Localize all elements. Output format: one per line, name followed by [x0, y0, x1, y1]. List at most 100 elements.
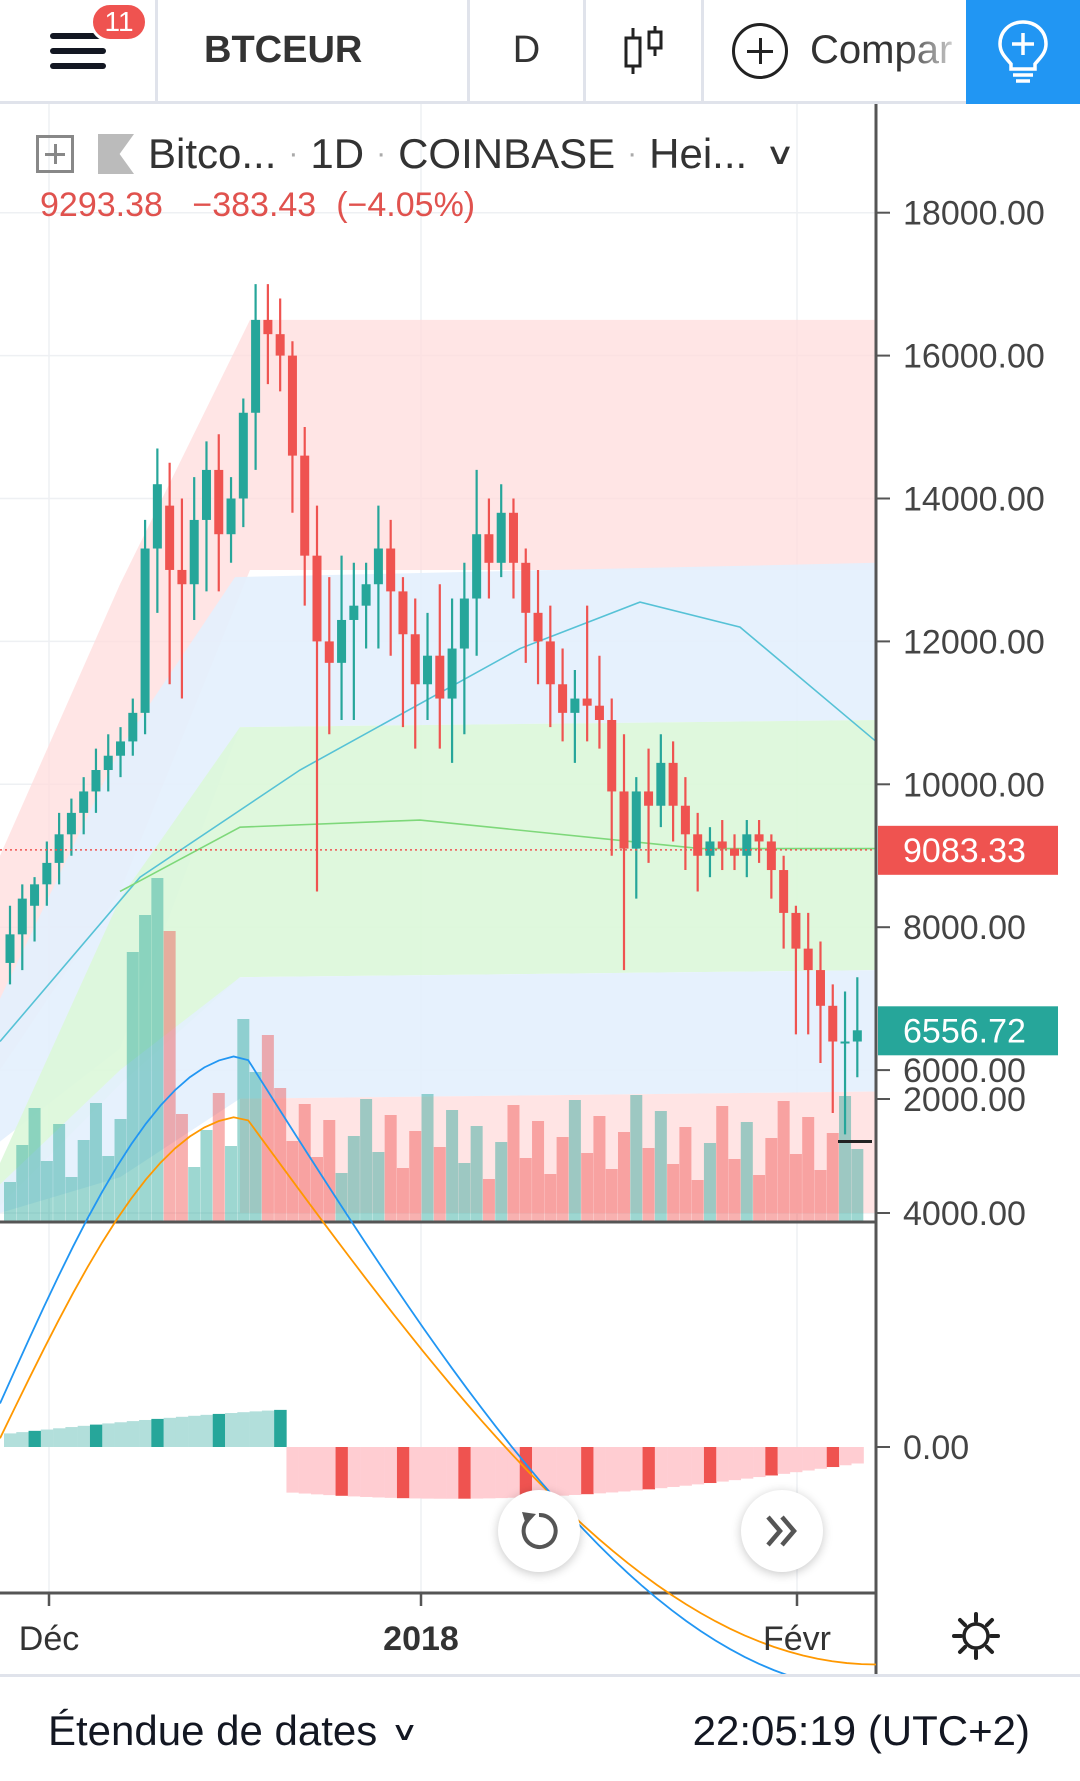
macd-histogram-bar: [77, 1425, 91, 1447]
candle-body: [779, 870, 789, 913]
price-tick-label: 8000.00: [903, 909, 1026, 947]
volume-bar: [237, 1019, 250, 1222]
macd-histogram-bar: [4, 1433, 17, 1447]
date-range-label: Étendue de dates: [48, 1707, 378, 1754]
candle-body: [472, 534, 482, 599]
candle-body: [717, 841, 727, 849]
volume-bar: [777, 1101, 790, 1222]
macd-histogram-bar: [225, 1413, 238, 1447]
candle-body: [693, 834, 703, 856]
macd-histogram-bar: [249, 1411, 263, 1447]
series-legend[interactable]: Bitco... · 1D · COINBASE · Hei... ∨: [36, 130, 796, 178]
candle-body: [803, 948, 813, 971]
chevron-down-icon: ∨: [390, 1715, 420, 1746]
last-price-tag-label: 9083.33: [903, 832, 1026, 870]
settings-button[interactable]: [950, 1610, 1002, 1662]
volume-bar: [89, 1103, 102, 1222]
scroll-to-latest-button[interactable]: [741, 1490, 823, 1572]
time-tick-label: Févr: [763, 1620, 831, 1658]
candle-body: [312, 555, 322, 642]
candle-body: [631, 791, 641, 849]
macd-histogram-bar: [16, 1432, 29, 1447]
macd-tick-label: 2000.00: [903, 1081, 1026, 1119]
candle-body: [324, 641, 334, 663]
candle-body: [545, 641, 555, 685]
volume-bar: [347, 1136, 360, 1222]
candle-body: [521, 562, 531, 613]
candle-body: [361, 584, 371, 606]
compare-button[interactable]: Compar: [704, 0, 970, 101]
clock[interactable]: 22:05:19 (UTC+2): [692, 1707, 1030, 1754]
symbol-button[interactable]: BTCEUR: [158, 0, 470, 101]
current-price-tag-label: 6556.72: [903, 1012, 1026, 1050]
candle-body: [337, 619, 347, 663]
volume-bar: [409, 1131, 422, 1222]
volume-bar: [519, 1158, 532, 1222]
price-tick-label: 12000.00: [903, 623, 1045, 661]
macd-histogram-bar: [286, 1447, 299, 1493]
volume-bar: [703, 1143, 716, 1222]
macd-histogram-bar: [200, 1414, 213, 1447]
volume-bar: [225, 1146, 238, 1222]
macd-histogram-bar: [188, 1415, 201, 1447]
macd-histogram-bar: [28, 1430, 42, 1447]
price-chart[interactable]: 18000.00 16000.00 14000.00 12000.00 10000.00…: [0, 104, 1080, 1674]
volume-bar: [77, 1140, 90, 1222]
volume-bar: [568, 1100, 581, 1222]
volume-bar: [163, 931, 176, 1222]
candle-body: [680, 805, 690, 835]
candle-body: [251, 319, 261, 413]
price-change: −383.43: [192, 186, 317, 224]
candle-body: [410, 634, 420, 685]
chart-style-button[interactable]: [586, 0, 704, 101]
macd-histogram-bar: [114, 1422, 128, 1447]
candle-body: [791, 912, 801, 949]
reset-chart-button[interactable]: [498, 1490, 580, 1572]
macd-histogram-bar: [261, 1410, 275, 1447]
macd-histogram-bar: [470, 1447, 484, 1499]
macd-histogram-bar: [814, 1447, 827, 1469]
macd-histogram-bar: [826, 1447, 840, 1468]
volume-bar: [802, 1117, 815, 1222]
menu-icon: [49, 24, 106, 78]
volume-bar: [4, 1182, 16, 1222]
candle-body: [815, 970, 825, 1006]
lower-red-band: [240, 1091, 876, 1213]
legend-style: Hei...: [649, 130, 748, 177]
macd-histogram-bar: [605, 1447, 619, 1493]
interval-button[interactable]: D: [470, 0, 586, 101]
current-price-tag-box: [878, 1006, 1058, 1056]
macd-histogram-bar: [446, 1447, 459, 1499]
volume-bar: [618, 1132, 630, 1222]
volume-bar: [556, 1137, 569, 1222]
candle-body: [508, 512, 518, 563]
price-tick-label: 18000.00: [903, 195, 1045, 233]
volume-bar: [261, 1035, 274, 1222]
date-range-button[interactable]: Étendue de dates ∨: [48, 1707, 419, 1755]
volume-bar: [53, 1124, 66, 1222]
chevron-down-icon[interactable]: ∨: [764, 137, 796, 171]
volume-bar: [274, 1088, 287, 1222]
macd-histogram-bar: [667, 1447, 680, 1487]
macd-histogram-bar: [40, 1429, 54, 1447]
last-price: 9293.38: [40, 186, 163, 224]
macd-line: [0, 1055, 787, 1674]
volume-bars: [4, 878, 864, 1222]
price-tick-label: 14000.00: [903, 481, 1045, 519]
current-price-tag: 6556.72: [878, 1006, 1058, 1056]
macd-histogram-bar: [421, 1447, 435, 1499]
macd-histogram-bar: [151, 1418, 164, 1447]
volume-bar: [691, 1180, 704, 1222]
candle-body: [79, 791, 89, 813]
volume-bar: [814, 1170, 827, 1222]
macd-histogram-bar: [347, 1447, 361, 1497]
menu-button[interactable]: 11: [0, 0, 158, 101]
macd-histogram-bar: [495, 1447, 508, 1499]
volume-bar: [630, 1095, 643, 1222]
support-band: [0, 719, 876, 1206]
macd-pane: 2000.00 0.00: [0, 1055, 1026, 1674]
candle-body: [103, 755, 113, 771]
volume-bar: [851, 1149, 864, 1222]
ideas-button[interactable]: [966, 0, 1080, 104]
expand-icon[interactable]: [36, 135, 74, 173]
